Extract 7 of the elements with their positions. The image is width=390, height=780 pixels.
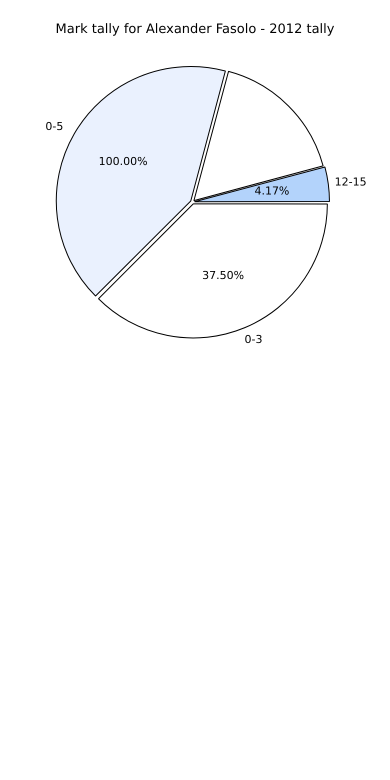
text: 100.00% bbox=[98, 154, 148, 168]
slice-label: 0-5 bbox=[45, 120, 64, 134]
data-label: 37.50% bbox=[202, 268, 244, 282]
chart-title: Mark tally for Alexander Fasolo - 2012 tally bbox=[54, 22, 336, 39]
data-label: 4.17% bbox=[254, 184, 290, 198]
slice-label: 12-15 bbox=[334, 175, 367, 188]
slice-label: 0-3 bbox=[244, 332, 263, 346]
